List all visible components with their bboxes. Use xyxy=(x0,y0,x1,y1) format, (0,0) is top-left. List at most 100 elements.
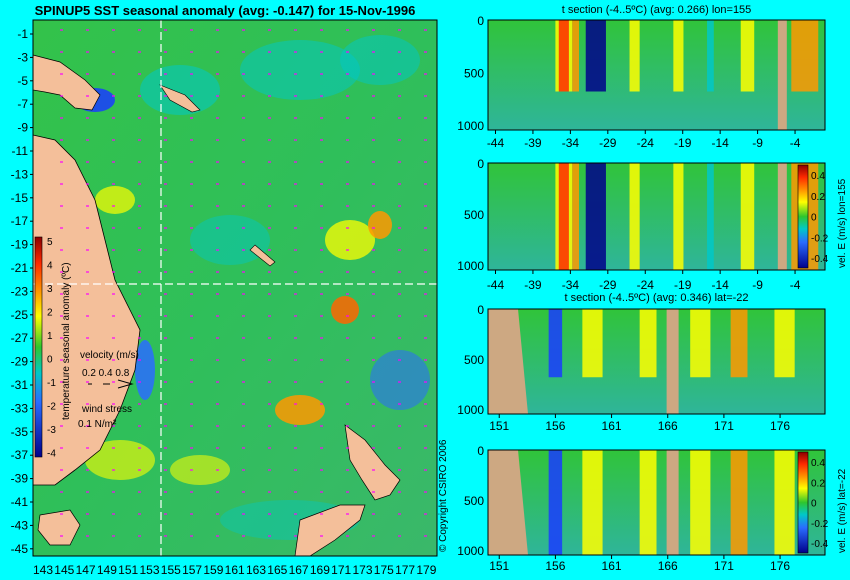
section-panel-3: 0 500 1000 151 156 161 166 171 176 t section (-4.… xyxy=(457,292,826,433)
lat-tick-label: -39 xyxy=(11,472,29,486)
velocity-colorbar-tick: 0.4 xyxy=(811,458,825,469)
section-x-tick: -9 xyxy=(752,278,763,292)
velocity-colorbar xyxy=(797,451,809,554)
wind-label: wind stress xyxy=(81,404,132,415)
lat-tick-label: -17 xyxy=(11,214,29,228)
lat-tick-label: -27 xyxy=(11,331,29,345)
section-x-tick: -24 xyxy=(637,136,655,150)
lon-tick-label: 143 xyxy=(33,563,53,577)
lat-tick-label: -1 xyxy=(17,27,28,41)
lat-tick-labels: -1 -3 -5 -7 -9 -11 -13 -15 -17 -19 -21 -23 -25 -27 -29… xyxy=(11,27,33,556)
section-y-tick: 1000 xyxy=(457,259,484,273)
map-frame xyxy=(32,19,438,557)
section-x-tick: -34 xyxy=(562,278,580,292)
lon-tick-label: 149 xyxy=(97,563,117,577)
section-anomaly-column xyxy=(582,309,603,378)
section-x-tick: -44 xyxy=(487,278,505,292)
section-x-tick: -29 xyxy=(599,136,617,150)
section-anomaly-column xyxy=(572,20,579,92)
section-y-tick: 500 xyxy=(464,208,484,222)
section-anomaly-column xyxy=(673,163,684,270)
section-anomaly-column xyxy=(585,163,606,270)
section-anomaly-column xyxy=(582,450,603,555)
lon-tick-label: 151 xyxy=(118,563,138,577)
section-x-tick: 171 xyxy=(714,419,734,433)
section-anomaly-column xyxy=(639,309,657,378)
colorbar-tick-label: 5 xyxy=(47,237,53,248)
map-colorbar xyxy=(34,236,43,458)
section-anomaly-column xyxy=(558,20,569,92)
section-y-tick: 500 xyxy=(464,353,484,367)
lon-tick-label: 161 xyxy=(225,563,245,577)
section-anomaly-column xyxy=(740,163,755,270)
section-land-mask xyxy=(666,309,679,414)
lat-tick-label: -9 xyxy=(17,121,28,135)
section-anomaly-column xyxy=(690,450,711,555)
colorbar-tick-label: 4 xyxy=(47,261,53,272)
section-land-mask xyxy=(777,20,787,130)
section-land-mask xyxy=(777,163,787,270)
colorbar-label: temperature seasonal anomaly (ºC) xyxy=(61,262,72,420)
velocity-colorbar-tick: 0.4 xyxy=(811,171,825,182)
section-anomaly-column xyxy=(740,20,755,92)
section-anomaly-column xyxy=(629,20,640,92)
section-anomaly-column xyxy=(774,309,795,378)
section-anomaly-column xyxy=(558,163,569,270)
velocity-colorbar xyxy=(797,164,809,269)
lat-tick-label: -37 xyxy=(11,448,29,462)
velocity-colorbar-label: vel. E (m/s) lat=-22 xyxy=(837,468,848,553)
lat-tick-label: -3 xyxy=(17,50,28,64)
section-x-tick: -9 xyxy=(752,136,763,150)
section-y-tick: 0 xyxy=(477,157,484,171)
velocity-colorbar-tick: -0.4 xyxy=(811,254,829,265)
section-x-tick: 176 xyxy=(770,419,790,433)
section-anomaly-column xyxy=(548,450,563,555)
section-x-tick: -19 xyxy=(674,278,692,292)
colorbar-tick-label: -4 xyxy=(47,449,56,460)
section-land-mask xyxy=(488,309,528,414)
lon-tick-label: 169 xyxy=(310,563,330,577)
lon-tick-label: 153 xyxy=(139,563,159,577)
lat-tick-label: -23 xyxy=(11,284,29,298)
sst-map xyxy=(32,19,438,557)
section-anomaly-column xyxy=(572,163,579,270)
section-x-tick: 176 xyxy=(770,559,790,573)
lon-tick-label: 157 xyxy=(182,563,202,577)
section-title: t section (-4..5ºC) (avg: 0.346) lat=-22 xyxy=(564,292,748,304)
section-land-mask xyxy=(666,450,679,555)
section-land-mask xyxy=(488,450,528,555)
velocity-scale: 0.2 0.4 0.8 xyxy=(82,368,130,379)
section-x-tick: -4 xyxy=(790,136,801,150)
section-anomaly-column xyxy=(707,20,714,92)
main-title: SPINUP5 SST seasonal anomaly (avg: -0.14… xyxy=(35,3,416,18)
lon-tick-labels: 143 145 147 149 151 153 155 157 159 161 163 165 167 1… xyxy=(33,563,437,577)
section-anomaly-column xyxy=(730,309,748,378)
lon-tick-label: 145 xyxy=(54,563,74,577)
land-australia xyxy=(32,134,141,486)
section-anomaly-column xyxy=(707,163,714,270)
section-title: t section (-4..5ºC) (avg: 0.266) lon=155 xyxy=(562,4,752,16)
colorbar-tick-label: -3 xyxy=(47,425,56,436)
section-anomaly-column xyxy=(730,450,748,555)
section-anomaly-column xyxy=(673,20,684,92)
section-x-tick: -44 xyxy=(487,136,505,150)
section-frame xyxy=(487,449,826,556)
velocity-arrows xyxy=(88,379,134,389)
section-x-tick: -14 xyxy=(711,278,729,292)
velocity-label: velocity (m/s) xyxy=(80,350,139,361)
land-nz-north-island xyxy=(344,424,401,501)
section-x-tick: 161 xyxy=(602,559,622,573)
lat-tick-label: -43 xyxy=(11,518,29,532)
section-x-tick: -14 xyxy=(711,136,729,150)
lat-tick-label: -5 xyxy=(17,74,28,88)
section-x-tick: -24 xyxy=(637,278,655,292)
lon-tick-label: 171 xyxy=(331,563,351,577)
section-panel-2: 0 500 1000-44 -39 -34 -29 -24 -19 -14 -9 -4 0.4 0.2 0… xyxy=(457,157,848,292)
lat-tick-label: -21 xyxy=(11,261,29,275)
section-y-tick: 0 xyxy=(477,14,484,28)
wind-scale: 0.1 N/m² xyxy=(78,419,117,430)
colorbar-tick-label: 1 xyxy=(47,331,53,342)
section-x-tick: 171 xyxy=(714,559,734,573)
